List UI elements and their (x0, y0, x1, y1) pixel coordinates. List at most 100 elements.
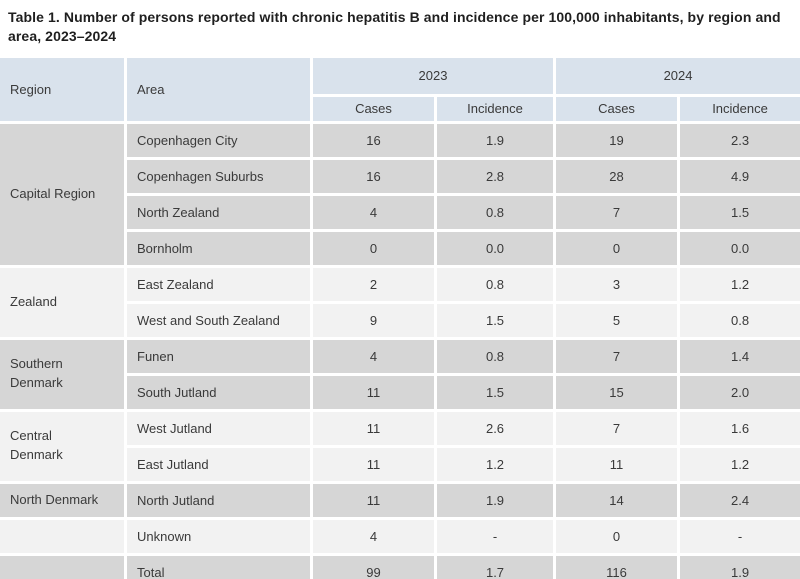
area-cell-north-zealand: North Zealand (127, 195, 310, 229)
value-cases-2023-south-jutland: 11 (313, 375, 434, 409)
value-cases-2023-north-zealand: 4 (313, 195, 434, 229)
table-row: East Jutland 11 1.2 11 1.2 (0, 447, 800, 481)
area-cell-west-and-south-zealand: West and South Zealand (127, 303, 310, 337)
area-cell-copenhagen-suburbs: Copenhagen Suburbs (127, 159, 310, 193)
value-incidence-2024-total: 1.9 (680, 555, 800, 579)
table-body: Capital Region Copenhagen City 16 1.9 19 2.3 C… (0, 123, 800, 579)
value-cases-2023-west-jutland: 11 (313, 411, 434, 445)
header-cell-year-2023: 2023 (313, 57, 554, 94)
value-cases-2024-west-jutland: 7 (556, 411, 678, 445)
value-incidence-2024-south-jutland: 2.0 (680, 375, 800, 409)
table-container: Region Area 2023 2024 Cases Incidence Cases Inc… (0, 57, 800, 579)
value-incidence-2023-total: 1.7 (437, 555, 554, 579)
value-cases-2023-east-jutland: 11 (313, 447, 434, 481)
value-incidence-2024-east-jutland: 1.2 (680, 447, 800, 481)
region-cell-central-denmark: Central Denmark (0, 411, 124, 481)
area-cell-north-jutland: North Jutland (127, 483, 310, 517)
value-cases-2024-total: 116 (556, 555, 678, 579)
value-incidence-2024-unknown: - (680, 519, 800, 553)
value-cases-2023-total: 99 (313, 555, 434, 579)
region-cell-empty (0, 519, 124, 553)
header-cell-cases-2023: Cases (313, 96, 434, 121)
value-cases-2024-copenhagen-suburbs: 28 (556, 159, 678, 193)
header-cell-year-2024: 2024 (556, 57, 800, 94)
value-cases-2023-funen: 4 (313, 339, 434, 373)
table-row: Southern Denmark Funen 4 0.8 7 1.4 (0, 339, 800, 409)
value-cases-2023-bornholm: 0 (313, 231, 434, 265)
header-cell-incidence-2023: Incidence (437, 96, 554, 121)
hepatitis-b-table: Region Area 2023 2024 Cases Incidence Cases Inc… (0, 57, 800, 579)
table-row: Zealand East Zealand 2 0.8 3 1.2 (0, 267, 800, 337)
header-cell-cases-2024: Cases (556, 96, 678, 121)
value-incidence-2023-east-jutland: 1.2 (437, 447, 554, 481)
value-incidence-2023-bornholm: 0.0 (437, 231, 554, 265)
value-incidence-2024-funen: 1.4 (680, 339, 800, 373)
value-incidence-2023-copenhagen-suburbs: 2.8 (437, 159, 554, 193)
area-cell-east-zealand: East Zealand (127, 267, 310, 301)
table-row: Central Denmark West Jutland 11 2.6 7 1.6 (0, 411, 800, 481)
area-cell-copenhagen-city: Copenhagen City (127, 123, 310, 157)
area-cell-funen: Funen (127, 339, 310, 373)
region-cell-capital-region: Capital Region (0, 123, 124, 265)
header-cell-region: Region (0, 57, 124, 121)
region-label: Southern Denmark (10, 356, 63, 391)
area-cell-unknown: Unknown (127, 519, 310, 553)
value-incidence-2024-west-and-south-zealand: 0.8 (680, 303, 800, 337)
area-cell-total: Total (127, 555, 310, 579)
table-row: Copenhagen Suburbs 16 2.8 28 4.9 (0, 159, 800, 193)
region-label: Central Denmark (10, 428, 63, 463)
value-incidence-2023-funen: 0.8 (437, 339, 554, 373)
value-cases-2024-copenhagen-city: 19 (556, 123, 678, 157)
value-cases-2023-unknown: 4 (313, 519, 434, 553)
value-incidence-2024-east-zealand: 1.2 (680, 267, 800, 301)
region-cell-empty (0, 555, 124, 579)
value-incidence-2023-unknown: - (437, 519, 554, 553)
value-incidence-2023-north-jutland: 1.9 (437, 483, 554, 517)
table-row: West and South Zealand 9 1.5 5 0.8 (0, 303, 800, 337)
value-incidence-2023-west-and-south-zealand: 1.5 (437, 303, 554, 337)
region-cell-southern-denmark: Southern Denmark (0, 339, 124, 409)
value-incidence-2023-east-zealand: 0.8 (437, 267, 554, 301)
header-cell-incidence-2024: Incidence (680, 96, 800, 121)
value-cases-2023-north-jutland: 11 (313, 483, 434, 517)
table-row: North Denmark North Jutland 11 1.9 14 2.4 (0, 483, 800, 517)
value-cases-2023-east-zealand: 2 (313, 267, 434, 301)
value-cases-2023-copenhagen-city: 16 (313, 123, 434, 157)
value-cases-2024-east-jutland: 11 (556, 447, 678, 481)
table-row: Bornholm 0 0.0 0 0.0 (0, 231, 800, 265)
value-incidence-2024-west-jutland: 1.6 (680, 411, 800, 445)
value-cases-2024-unknown: 0 (556, 519, 678, 553)
area-cell-east-jutland: East Jutland (127, 447, 310, 481)
region-label: Capital Region (10, 185, 96, 201)
value-incidence-2024-north-zealand: 1.5 (680, 195, 800, 229)
table-row: Total 99 1.7 116 1.9 (0, 555, 800, 579)
area-cell-west-jutland: West Jutland (127, 411, 310, 445)
value-incidence-2023-south-jutland: 1.5 (437, 375, 554, 409)
value-incidence-2023-west-jutland: 2.6 (437, 411, 554, 445)
value-cases-2024-north-zealand: 7 (556, 195, 678, 229)
region-label: North Denmark (10, 491, 99, 507)
table-title: Table 1. Number of persons reported with… (8, 9, 781, 44)
value-incidence-2023-north-zealand: 0.8 (437, 195, 554, 229)
value-incidence-2023-copenhagen-city: 1.9 (437, 123, 554, 157)
table-header: Region Area 2023 2024 Cases Incidence Cases Inc… (0, 57, 800, 121)
value-incidence-2024-bornholm: 0.0 (680, 231, 800, 265)
region-label: Zealand (10, 293, 57, 309)
value-incidence-2024-copenhagen-suburbs: 4.9 (680, 159, 800, 193)
value-cases-2023-copenhagen-suburbs: 16 (313, 159, 434, 193)
table-row: North Zealand 4 0.8 7 1.5 (0, 195, 800, 229)
value-cases-2024-east-zealand: 3 (556, 267, 678, 301)
value-cases-2024-west-and-south-zealand: 5 (556, 303, 678, 337)
value-cases-2024-funen: 7 (556, 339, 678, 373)
area-cell-bornholm: Bornholm (127, 231, 310, 265)
value-cases-2024-north-jutland: 14 (556, 483, 678, 517)
value-cases-2024-south-jutland: 15 (556, 375, 678, 409)
value-incidence-2024-copenhagen-city: 2.3 (680, 123, 800, 157)
value-incidence-2024-north-jutland: 2.4 (680, 483, 800, 517)
area-cell-south-jutland: South Jutland (127, 375, 310, 409)
table-row: Capital Region Copenhagen City 16 1.9 19 2.3 (0, 123, 800, 265)
header-cell-area: Area (127, 57, 310, 121)
region-cell-north-denmark: North Denmark (0, 483, 124, 517)
region-cell-zealand: Zealand (0, 267, 124, 337)
